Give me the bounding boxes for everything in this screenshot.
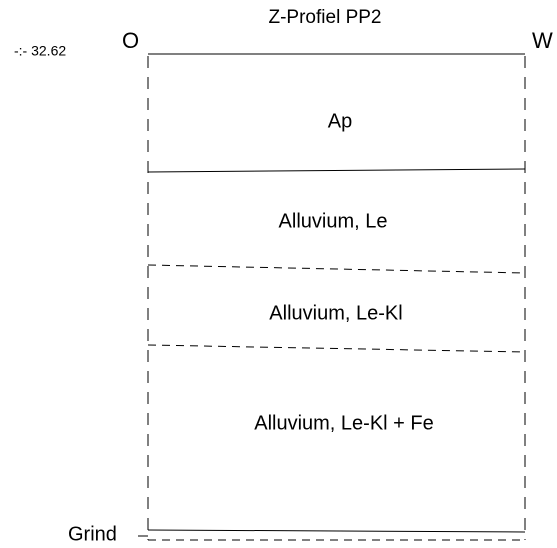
orientation-left: O [122,28,139,53]
base-label: Grind [68,523,117,545]
level-label: -:- 32.62 [14,43,66,59]
title: Z-Profiel PP2 [269,7,382,28]
layer-label: Alluvium, Le-Kl + Fe [254,412,434,434]
boundary [147,344,526,353]
layer-label: Ap [328,110,352,132]
boundary [147,529,526,533]
layer-label: Alluvium, Le [279,210,388,232]
layer-label: Alluvium, Le-Kl [269,302,402,324]
orientation-right: W [532,28,553,53]
boundary [147,168,526,173]
boundary [147,264,526,274]
